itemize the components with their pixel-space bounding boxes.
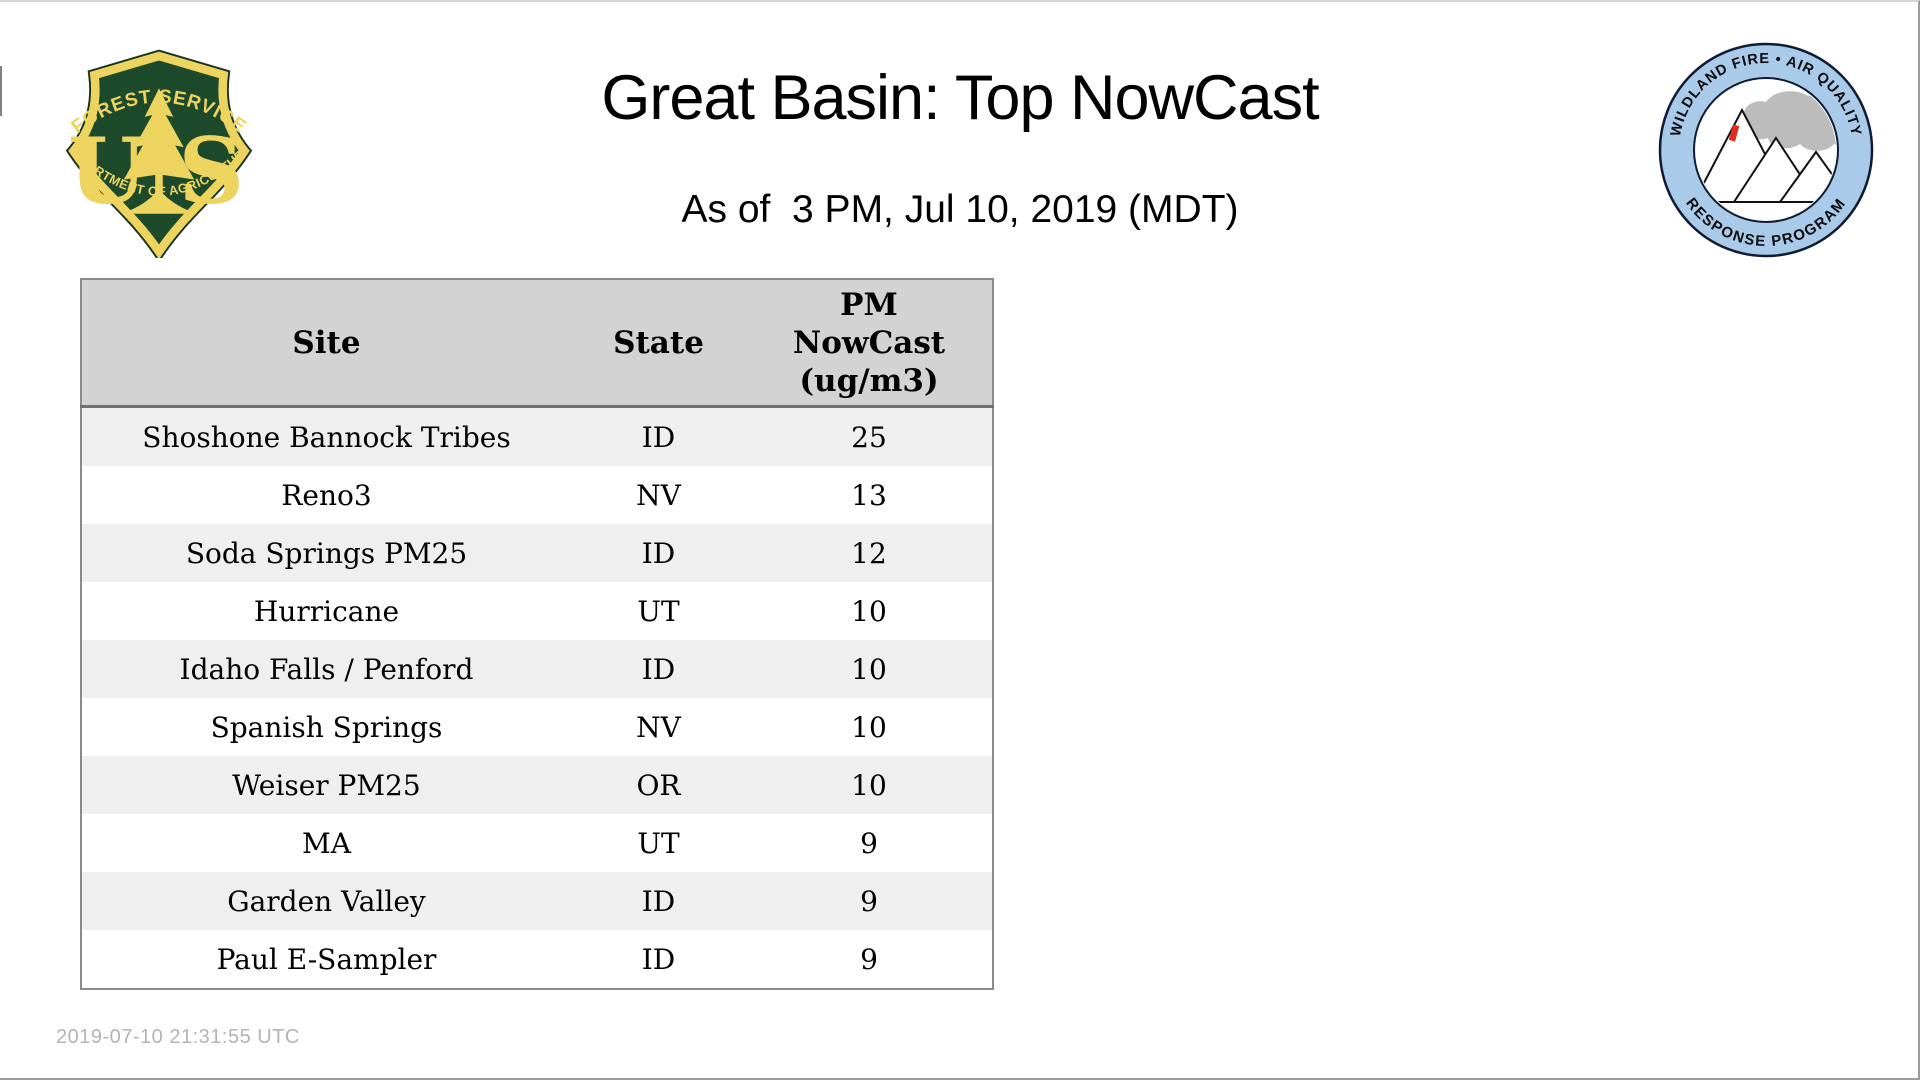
state-cell: OR bbox=[571, 756, 746, 814]
page-subtitle: As of 3 PM, Jul 10, 2019 (MDT) bbox=[681, 188, 1239, 231]
value-cell: 9 bbox=[746, 872, 993, 930]
table-row: Garden Valley ID 9 bbox=[81, 872, 993, 930]
nowcast-table-container: Site State PM NowCast (ug/m3) Shoshone B… bbox=[80, 278, 994, 990]
state-cell: ID bbox=[641, 942, 676, 976]
nowcast-table-body: Shoshone Bannock Tribes ID 25 Reno3 NV 13 Soda… bbox=[81, 406, 993, 990]
site-cell: Paul E-Sampler bbox=[216, 942, 437, 976]
nowcast-table: Site State PM NowCast (ug/m3) Shoshone B… bbox=[80, 278, 994, 990]
table-row: Paul E-Sampler ID 9 bbox=[81, 930, 993, 989]
state-cell: UT bbox=[637, 594, 680, 628]
table-row: Idaho Falls / Penford ID 10 bbox=[81, 640, 993, 698]
site-cell: Spanish Springs bbox=[210, 710, 443, 744]
value-cell: 25 bbox=[746, 406, 993, 466]
monogram-s: S bbox=[178, 116, 244, 224]
flame-mark-icon bbox=[1728, 124, 1740, 142]
table-row: Reno3 NV 13 bbox=[81, 466, 993, 524]
column-header-pm-nowcast: PM NowCast (ug/m3) bbox=[746, 279, 993, 408]
pine-tree-icon bbox=[121, 88, 197, 214]
site-cell: Shoshone Bannock Tribes bbox=[81, 406, 571, 466]
value-cell: 10 bbox=[746, 640, 993, 698]
table-row: Spanish Springs NV 10 bbox=[81, 698, 993, 756]
table-row: Soda Springs PM25 ID 12 bbox=[81, 524, 993, 582]
column-header-state: State bbox=[571, 279, 746, 408]
site-cell: Hurricane bbox=[253, 594, 400, 628]
value-cell: 9 bbox=[860, 942, 878, 976]
site-cell: Reno3 bbox=[281, 478, 372, 512]
value-cell: 10 bbox=[851, 594, 887, 628]
site-cell: Garden Valley bbox=[81, 872, 571, 930]
state-cell: ID bbox=[571, 640, 746, 698]
site-cell: Weiser PM25 bbox=[81, 756, 571, 814]
state-cell: ID bbox=[571, 406, 746, 466]
column-header-site: Site bbox=[81, 279, 571, 408]
state-cell: UT bbox=[637, 826, 680, 860]
state-cell: NV bbox=[636, 478, 681, 512]
site-cell: Soda Springs PM25 bbox=[81, 524, 571, 582]
table-row: MA UT 9 bbox=[81, 814, 993, 872]
site-cell: Idaho Falls / Penford bbox=[81, 640, 571, 698]
site-cell: MA bbox=[302, 826, 351, 860]
air-quality-program-logo: WILDLAND FIRE • AIR QUALITY RESPONSE PRO… bbox=[1658, 42, 1874, 258]
forest-service-logo: FOREST SERVICE U S DEPARTMENT OF AGRICUL… bbox=[64, 46, 253, 258]
table-row: Hurricane UT 10 bbox=[81, 582, 993, 640]
value-cell: 12 bbox=[746, 524, 993, 582]
table-row: Shoshone Bannock Tribes ID 25 bbox=[81, 406, 993, 466]
value-cell: 9 bbox=[860, 826, 878, 860]
state-cell: ID bbox=[571, 872, 746, 930]
mountains-icon bbox=[1696, 107, 1836, 203]
value-cell: 10 bbox=[746, 756, 993, 814]
value-cell: 13 bbox=[851, 478, 887, 512]
value-cell: 10 bbox=[851, 710, 887, 744]
state-cell: ID bbox=[571, 524, 746, 582]
page-title: Great Basin: Top NowCast bbox=[601, 63, 1319, 133]
state-cell: NV bbox=[636, 710, 681, 744]
table-row: Weiser PM25 OR 10 bbox=[81, 756, 993, 814]
window-edge-artifact bbox=[0, 66, 2, 116]
table-header-row: Site State PM NowCast (ug/m3) bbox=[81, 279, 993, 408]
generated-timestamp: 2019-07-10 21:31:55 UTC bbox=[56, 1026, 300, 1048]
